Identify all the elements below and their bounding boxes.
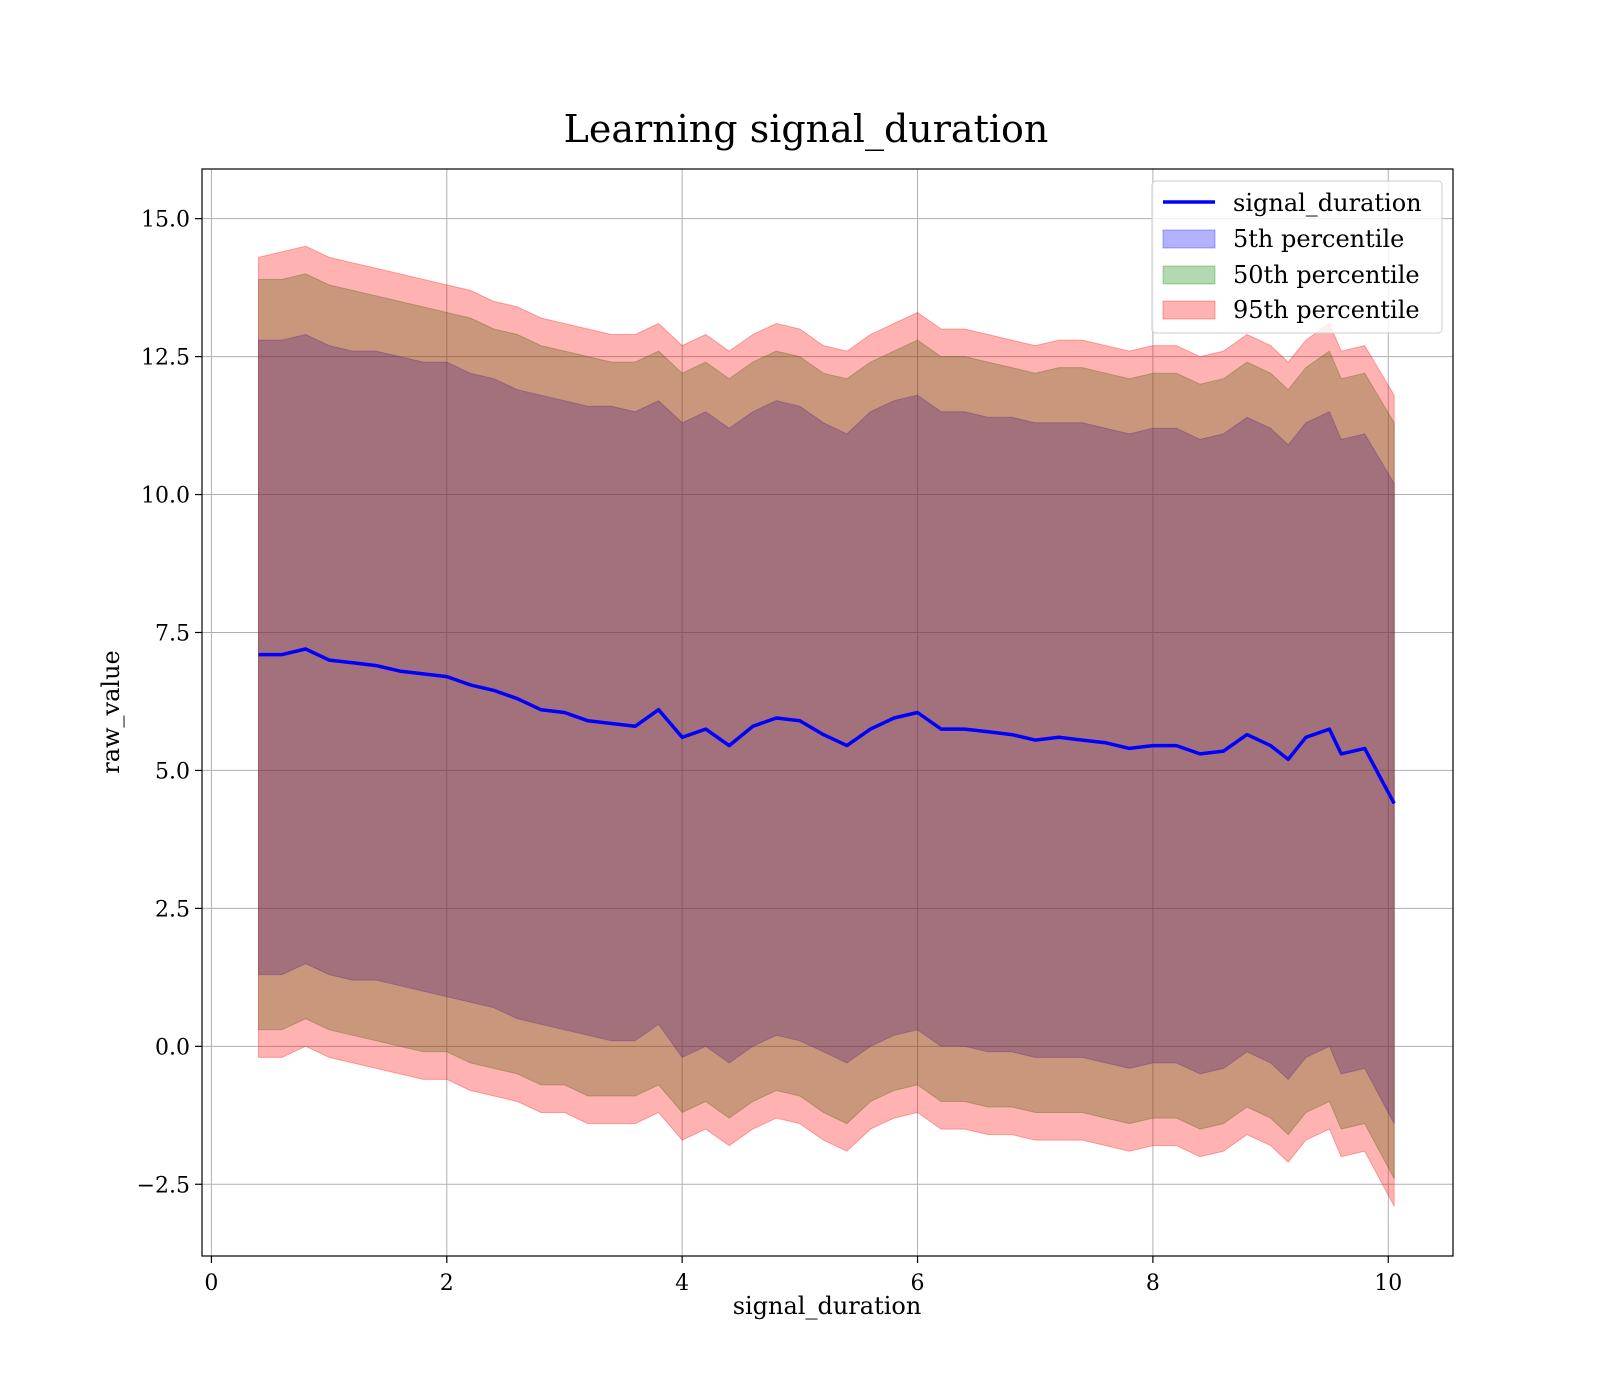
x-tick-label: 0 (204, 1271, 218, 1296)
y-tick-label: 2.5 (155, 897, 190, 922)
signal-duration-line (258, 647, 1396, 805)
legend-label-95th: 95th percentile (1233, 296, 1420, 324)
x-axis-ticks: 0 2 4 6 8 10 (204, 1256, 1402, 1296)
band-5th-percentile (258, 333, 1395, 1124)
legend: signal_duration 5th percentile 50th perc… (1151, 180, 1443, 334)
y-tick-label: 0.0 (155, 1035, 190, 1060)
y-axis-ticks: −2.5 0.0 2.5 5.0 7.5 10.0 12.5 15.0 (137, 208, 202, 1198)
legend-frame (1151, 180, 1443, 334)
legend-label-signal-duration: signal_duration (1233, 189, 1422, 217)
y-tick-label: 15.0 (141, 208, 190, 233)
x-tick-label: 6 (911, 1271, 925, 1296)
legend-label-50th: 50th percentile (1233, 261, 1420, 289)
chart-title: Learning signal_duration (564, 107, 1049, 152)
band-50th-percentile (258, 273, 1395, 1180)
plot-area (202, 169, 1453, 1256)
legend-swatch-50th (1162, 265, 1216, 285)
y-tick-label: 12.5 (141, 346, 190, 371)
x-axis-label: signal_duration (733, 1292, 922, 1320)
y-tick-label: 7.5 (155, 621, 190, 646)
signal-line (258, 647, 1396, 805)
y-tick-label: 10.0 (141, 484, 190, 509)
x-tick-label: 2 (440, 1271, 454, 1296)
band-95th-percentile (258, 245, 1395, 1207)
x-tick-label: 8 (1146, 1271, 1160, 1296)
x-tick-label: 10 (1374, 1271, 1402, 1296)
grid (202, 169, 1453, 1256)
axes-frame (201, 168, 1454, 1257)
y-tick-label: −2.5 (137, 1173, 190, 1198)
x-tick-label: 4 (675, 1271, 689, 1296)
y-axis-label: raw_value (97, 650, 125, 774)
y-tick-label: 5.0 (155, 759, 190, 784)
legend-label-5th: 5th percentile (1233, 225, 1404, 253)
legend-swatch-5th (1162, 229, 1216, 249)
legend-swatch-95th (1162, 300, 1216, 320)
percentile-bands (258, 245, 1395, 1207)
